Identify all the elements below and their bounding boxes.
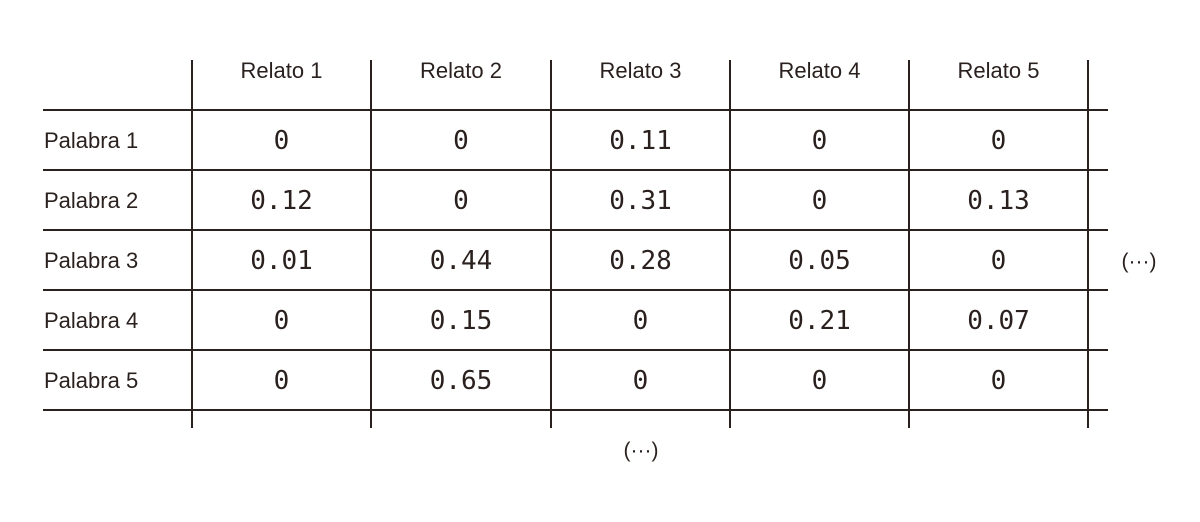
table-cell: 0 [274, 306, 290, 336]
column-header: Relato 5 [958, 58, 1040, 83]
column-header: Relato 3 [600, 58, 682, 83]
table-cell: 0.11 [609, 126, 672, 156]
table-cell: 0 [991, 246, 1007, 276]
table-grid [43, 60, 1108, 428]
column-header: Relato 4 [779, 58, 861, 83]
table-cells: 0 0 0.11 0 0 0.12 0 0.31 0 0.13 0.01 0.44 0.28 0.05 0 0… [250, 126, 1030, 396]
table-cell: 0 [991, 366, 1007, 396]
row-label: Palabra 4 [44, 308, 138, 333]
row-label: Palabra 1 [44, 128, 138, 153]
more-columns-ellipsis: (···) [1122, 250, 1157, 273]
table-cell: 0 [812, 186, 828, 216]
row-labels: Palabra 1 Palabra 2 Palabra 3 Palabra 4 Pala… [44, 128, 138, 393]
row-label: Palabra 2 [44, 188, 138, 213]
table-cell: 0.44 [430, 246, 493, 276]
more-rows-ellipsis: (···) [624, 439, 659, 462]
column-headers: Relato 1 Relato 2 Relato 3 Relato 4 Relato 5 [241, 58, 1040, 83]
table-cell: 0.28 [609, 246, 672, 276]
table-cell: 0 [274, 366, 290, 396]
table-cell: 0.31 [609, 186, 672, 216]
table-cell: 0.21 [788, 306, 851, 336]
column-header: Relato 1 [241, 58, 323, 83]
table-cell: 0.01 [250, 246, 313, 276]
table-cell: 0 [812, 366, 828, 396]
table-cell: 0.12 [250, 186, 313, 216]
table-cell: 0 [812, 126, 828, 156]
row-label: Palabra 3 [44, 248, 138, 273]
table-cell: 0 [633, 306, 649, 336]
table-cell: 0.65 [430, 366, 493, 396]
table-cell: 0.07 [967, 306, 1030, 336]
table-cell: 0.13 [967, 186, 1030, 216]
table-cell: 0.05 [788, 246, 851, 276]
table-cell: 0.15 [430, 306, 493, 336]
table-cell: 0 [633, 366, 649, 396]
table-cell: 0 [274, 126, 290, 156]
row-label: Palabra 5 [44, 368, 138, 393]
table-cell: 0 [991, 126, 1007, 156]
table-cell: 0 [453, 186, 469, 216]
column-header: Relato 2 [420, 58, 502, 83]
table-cell: 0 [453, 126, 469, 156]
